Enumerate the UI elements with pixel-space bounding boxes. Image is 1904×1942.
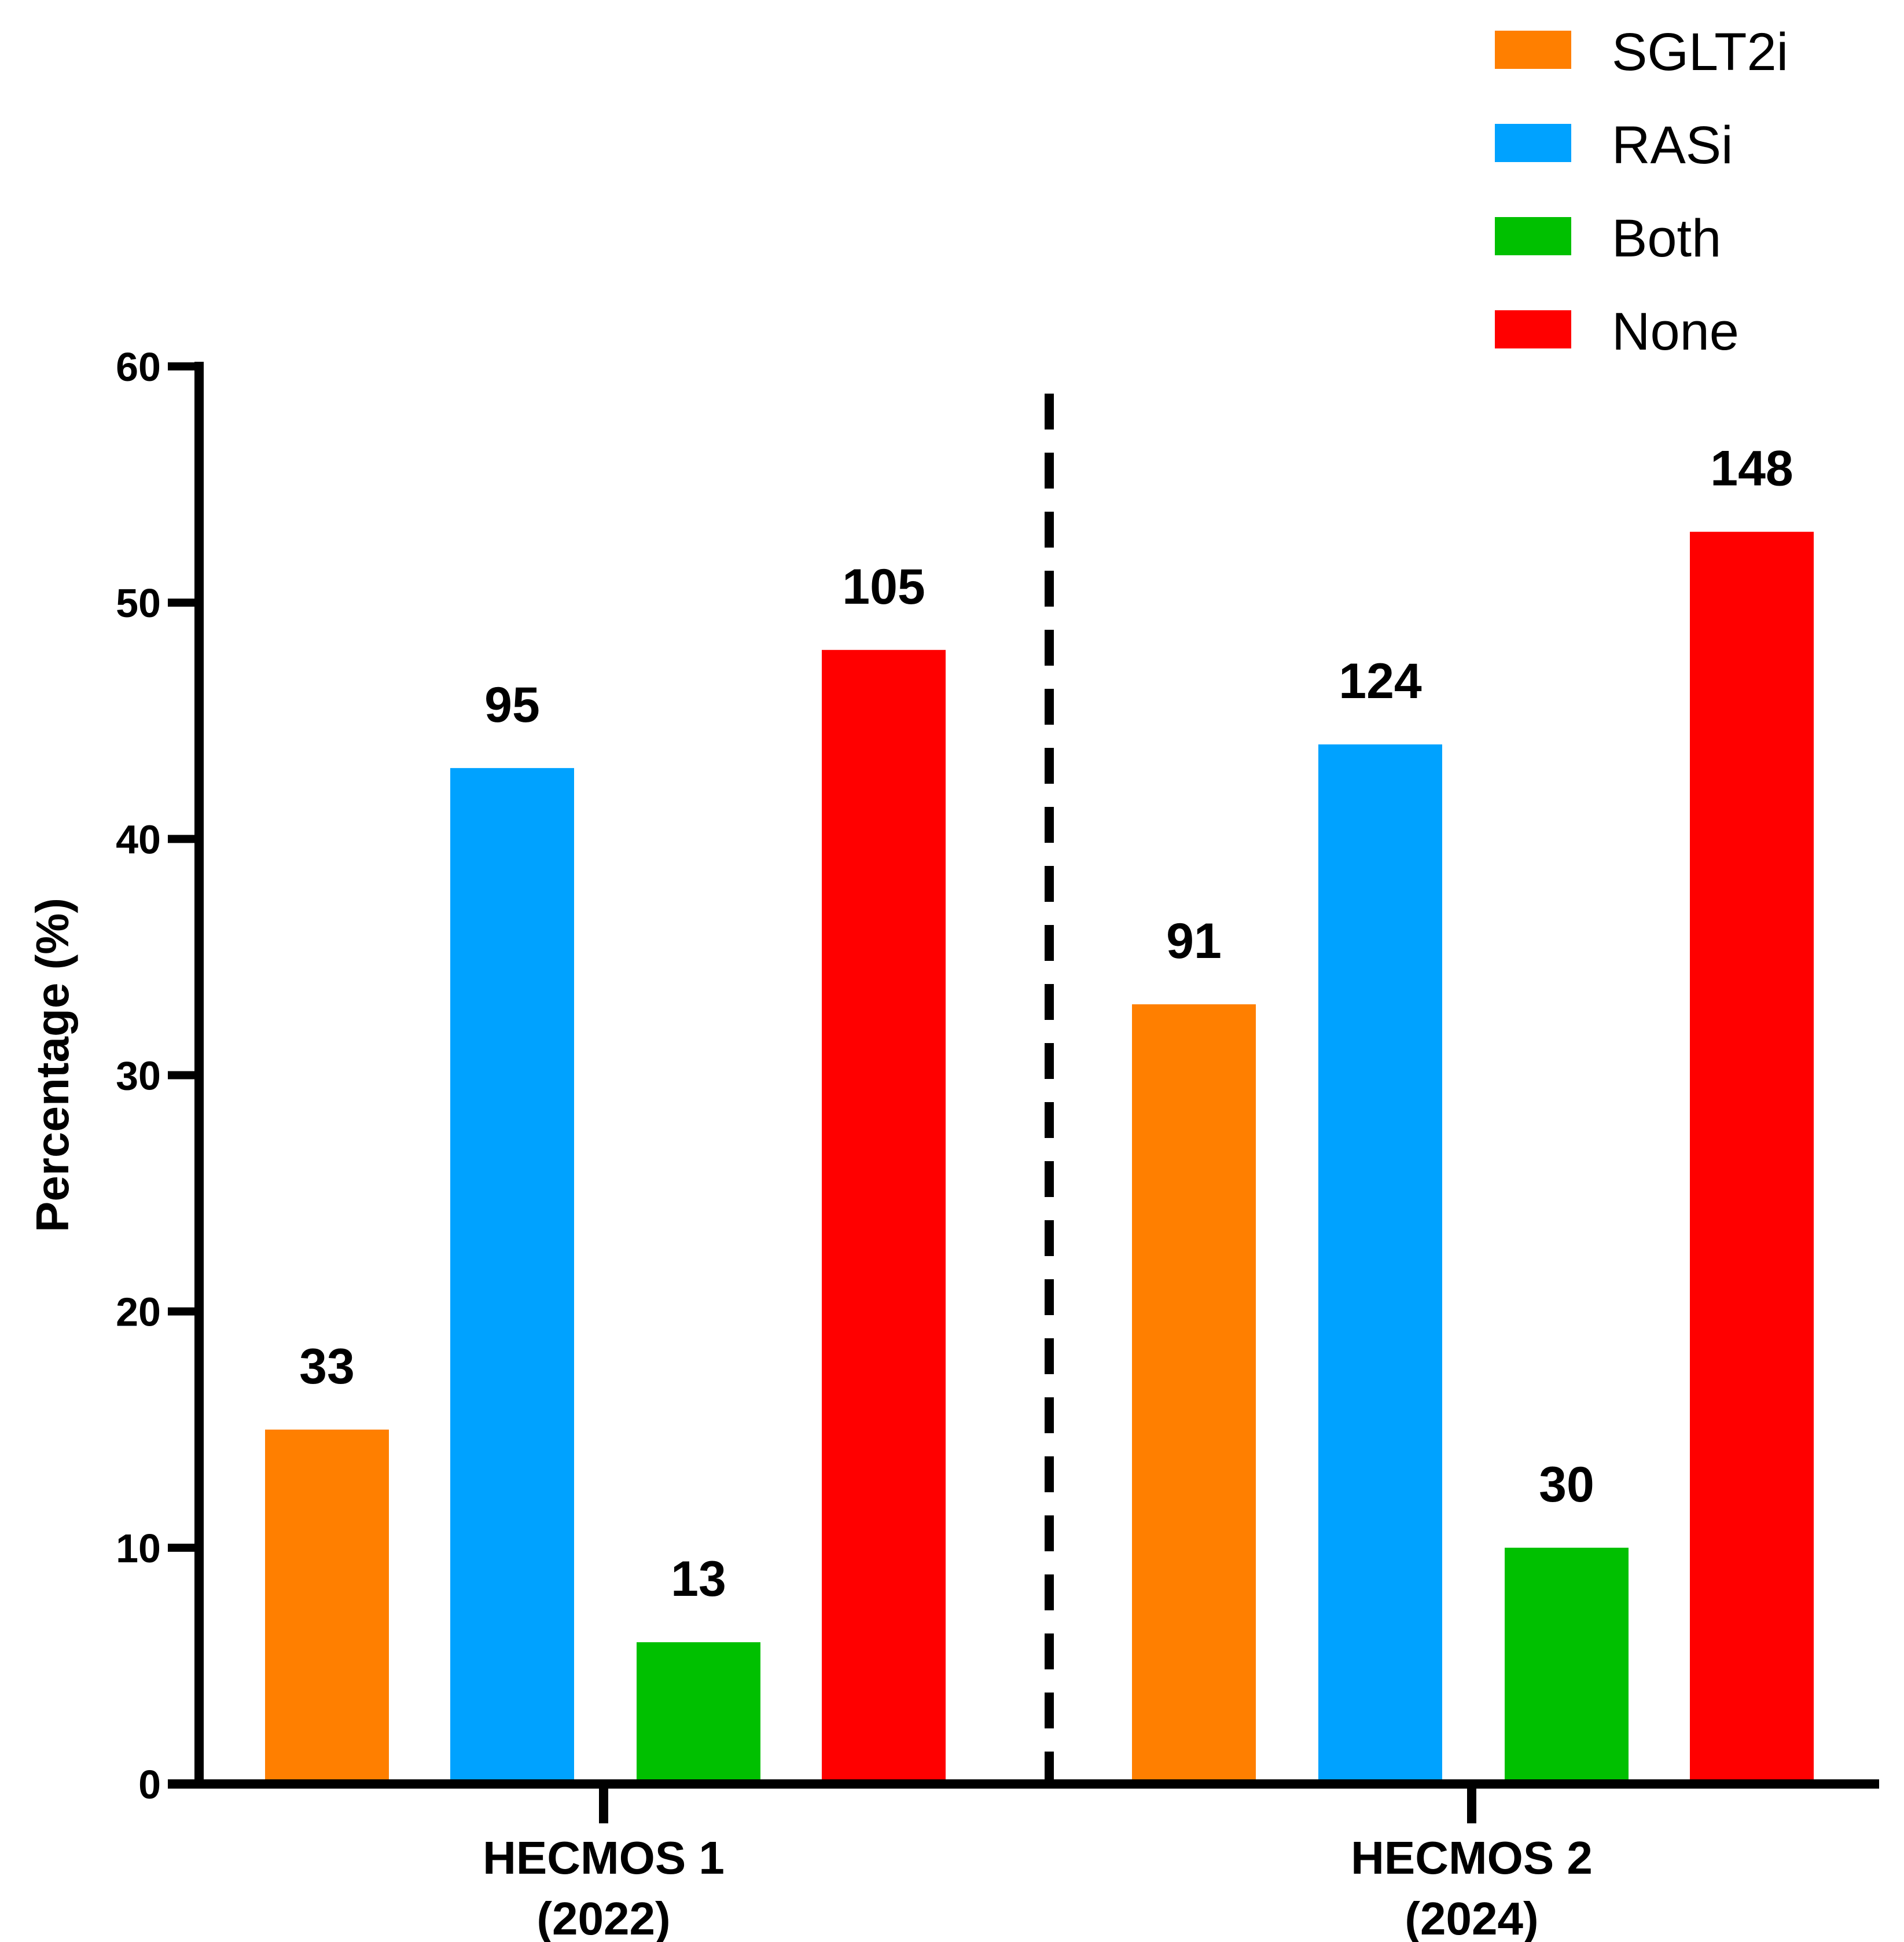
data-label-hecmos1-none: 105 [842, 559, 925, 615]
y-axis-title: Percentage (%) [27, 898, 78, 1232]
y-tick-label: 50 [116, 581, 161, 626]
legend-label-both: Both [1612, 209, 1721, 268]
data-label-hecmos2-sglt2i: 91 [1166, 913, 1222, 969]
bar-hecmos1-none [822, 649, 946, 1784]
y-tick-label: 10 [116, 1526, 161, 1571]
legend-label-sglt2i: SGLT2i [1612, 23, 1788, 82]
bar-hecmos1-sglt2i [265, 1429, 389, 1784]
legend-swatch-none [1495, 310, 1571, 348]
bar-hecmos1-both [637, 1642, 760, 1784]
bar-hecmos2-both [1505, 1547, 1629, 1784]
category-label-hecmos1-name: HECMOS 1 [483, 1832, 725, 1884]
x-axis-categories: HECMOS 1 (2022) HECMOS 2 (2024) [483, 1784, 1593, 1942]
y-tick-label: 60 [116, 344, 161, 390]
y-axis-ticks: 0 10 20 30 40 50 60 [116, 344, 199, 1807]
legend-swatch-rasi [1495, 124, 1571, 162]
legend-swatch-sglt2i [1495, 31, 1571, 69]
bar-hecmos2-sglt2i [1132, 1004, 1256, 1784]
data-label-hecmos1-sglt2i: 33 [299, 1339, 355, 1394]
y-tick-label: 40 [116, 817, 161, 862]
category-label-hecmos1-year: (2022) [536, 1893, 670, 1942]
y-tick-label: 30 [116, 1053, 161, 1099]
bar-hecmos1-rasi [450, 768, 574, 1784]
bars [265, 531, 1814, 1784]
data-label-hecmos2-both: 30 [1539, 1457, 1594, 1513]
y-tick-label: 20 [116, 1290, 161, 1335]
legend: SGLT2i RASi Both None [1495, 23, 1788, 361]
bar-hecmos2-none [1690, 531, 1814, 1784]
data-labels: 33 95 13 105 91 124 30 148 [299, 441, 1793, 1607]
legend-label-rasi: RASi [1612, 116, 1733, 175]
data-label-hecmos2-rasi: 124 [1339, 654, 1422, 709]
y-tick-label: 0 [138, 1762, 161, 1807]
legend-label-none: None [1612, 302, 1739, 361]
bar-hecmos2-rasi [1318, 744, 1442, 1784]
category-label-hecmos2-year: (2024) [1405, 1893, 1538, 1942]
data-label-hecmos1-rasi: 95 [484, 677, 540, 733]
legend-swatch-both [1495, 217, 1571, 255]
category-label-hecmos2-name: HECMOS 2 [1351, 1832, 1593, 1884]
data-label-hecmos1-both: 13 [671, 1551, 726, 1607]
data-label-hecmos2-none: 148 [1710, 441, 1793, 497]
